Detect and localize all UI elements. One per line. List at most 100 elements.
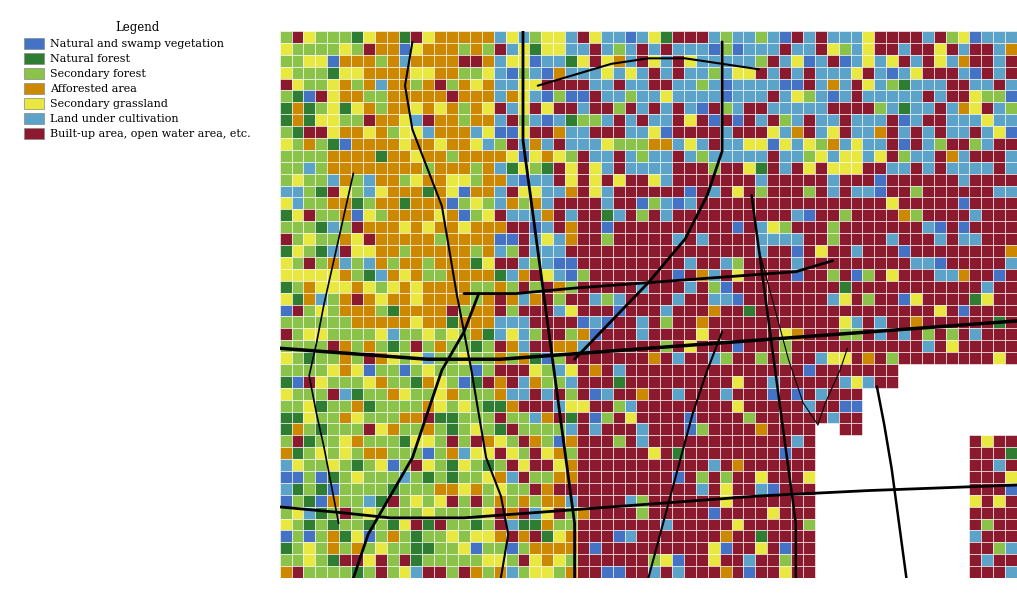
Bar <box>839 55 850 67</box>
Bar <box>589 186 601 198</box>
Bar <box>649 459 660 471</box>
Bar <box>375 507 386 519</box>
Bar <box>958 67 969 78</box>
Bar <box>339 245 351 257</box>
Bar <box>458 55 470 67</box>
Bar <box>612 483 624 495</box>
Bar <box>422 55 434 67</box>
Bar <box>386 531 399 542</box>
Bar <box>280 233 292 245</box>
Bar <box>624 269 637 281</box>
Bar <box>921 209 934 221</box>
Bar <box>720 507 731 519</box>
Bar <box>434 186 446 198</box>
Bar <box>910 328 921 340</box>
Bar <box>411 435 422 447</box>
Bar <box>767 103 779 114</box>
Bar <box>292 435 303 447</box>
Bar <box>921 103 934 114</box>
Bar <box>696 411 708 423</box>
Bar <box>708 542 720 554</box>
Bar <box>315 459 327 471</box>
Bar <box>493 566 505 578</box>
Bar <box>1005 554 1017 566</box>
Bar <box>803 459 815 471</box>
Bar <box>577 400 589 411</box>
Bar <box>803 340 815 352</box>
Bar <box>399 150 411 162</box>
Bar <box>375 340 386 352</box>
Bar <box>589 245 601 257</box>
Bar <box>660 388 672 400</box>
Bar <box>375 78 386 90</box>
Bar <box>434 67 446 78</box>
Bar <box>458 435 470 447</box>
Bar <box>601 292 612 305</box>
Bar <box>577 292 589 305</box>
Bar <box>910 245 921 257</box>
Bar <box>363 138 375 150</box>
Bar <box>541 519 553 531</box>
Bar <box>696 423 708 435</box>
Bar <box>327 423 339 435</box>
Bar <box>399 281 411 292</box>
Bar <box>518 388 530 400</box>
Bar <box>791 174 803 186</box>
Bar <box>399 411 411 423</box>
Bar <box>934 305 946 317</box>
Bar <box>351 566 363 578</box>
Bar <box>422 90 434 103</box>
Bar <box>530 435 541 447</box>
Bar <box>862 281 875 292</box>
Bar <box>672 328 684 340</box>
Bar <box>565 471 577 483</box>
Bar <box>303 281 315 292</box>
Bar <box>637 90 649 103</box>
Bar <box>470 554 482 566</box>
Bar <box>553 90 565 103</box>
Bar <box>756 150 767 162</box>
Bar <box>969 483 981 495</box>
Bar <box>577 43 589 55</box>
Bar <box>470 566 482 578</box>
Bar <box>351 411 363 423</box>
Bar <box>624 519 637 531</box>
Bar <box>589 459 601 471</box>
Bar <box>589 423 601 435</box>
Bar <box>850 209 862 221</box>
Bar <box>981 103 994 114</box>
Bar <box>386 43 399 55</box>
Bar <box>672 435 684 447</box>
Bar <box>672 78 684 90</box>
Bar <box>505 328 518 340</box>
Bar <box>505 364 518 376</box>
Bar <box>292 328 303 340</box>
Bar <box>649 376 660 388</box>
Bar <box>280 519 292 531</box>
Bar <box>553 483 565 495</box>
Bar <box>493 221 505 233</box>
Bar <box>411 138 422 150</box>
Bar <box>292 55 303 67</box>
Bar <box>731 305 743 317</box>
Bar <box>411 31 422 43</box>
Bar <box>898 114 910 126</box>
Bar <box>779 55 791 67</box>
Bar <box>708 507 720 519</box>
Bar <box>327 542 339 554</box>
Bar <box>303 495 315 507</box>
Bar <box>518 31 530 43</box>
Bar <box>565 531 577 542</box>
Bar <box>767 257 779 269</box>
Bar <box>660 292 672 305</box>
Bar <box>637 221 649 233</box>
Bar <box>708 162 720 174</box>
Bar <box>518 531 530 542</box>
Bar <box>969 352 981 364</box>
Bar <box>292 257 303 269</box>
Bar <box>458 388 470 400</box>
Bar <box>969 198 981 209</box>
Bar <box>589 138 601 150</box>
Bar <box>660 209 672 221</box>
Bar <box>612 364 624 376</box>
